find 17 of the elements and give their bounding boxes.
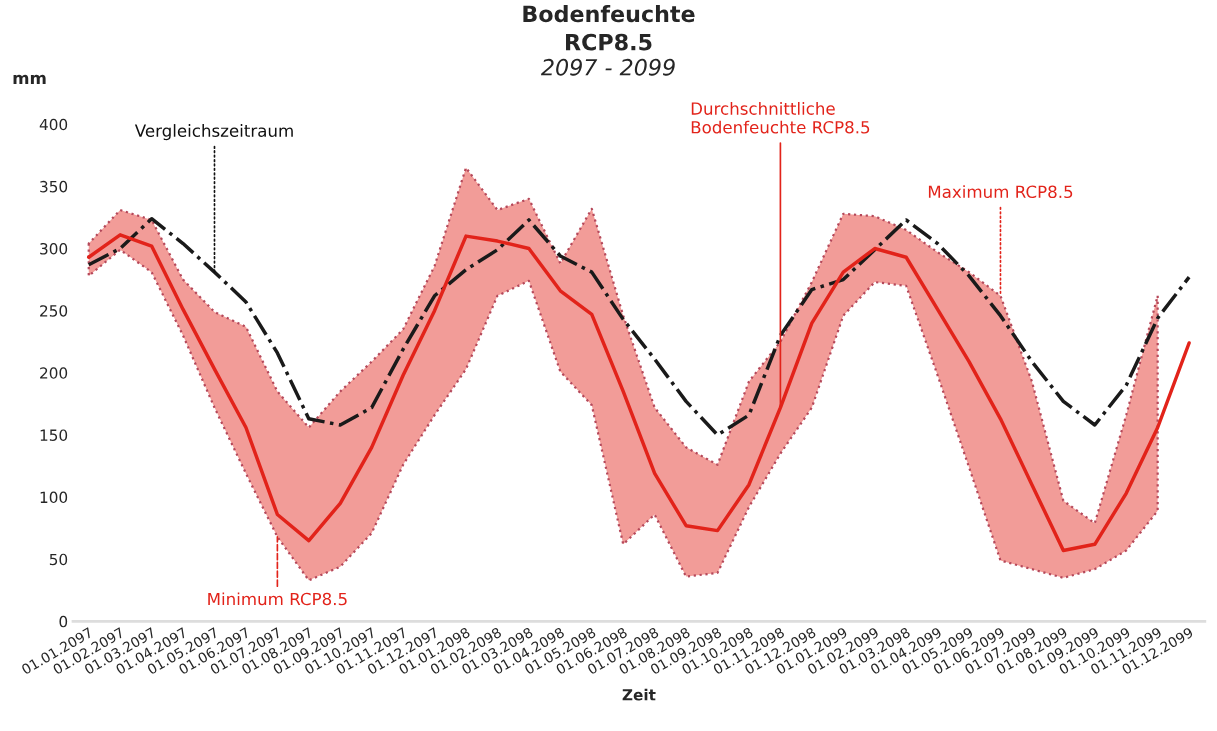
y-tick-label: 400 <box>39 118 68 131</box>
chart-subtitle: 2097 - 2099 <box>540 58 675 76</box>
y-tick-label: 300 <box>40 243 68 255</box>
annotation: Vergleichszeitraum <box>134 124 293 141</box>
chart-title: Bodenfeuchte RCP8.5 <box>523 5 695 51</box>
y-tick-label: 150 <box>40 429 68 441</box>
y-tick-label: 100 <box>40 491 68 504</box>
x-axis-title: Zeit <box>622 688 656 701</box>
annotation: Durchschnittliche Bodenfeuchte RCP8.5 <box>691 101 870 134</box>
y-tick-label: 350 <box>40 180 68 193</box>
y-tick-label: 200 <box>40 367 68 379</box>
annotation: Maximum RCP8.5 <box>928 185 1073 199</box>
annotation: Minimum RCP8.5 <box>208 592 347 606</box>
y-tick-label: 50 <box>49 553 68 566</box>
y-tick-label: 0 <box>59 615 68 628</box>
y-tick-label: 250 <box>40 305 68 317</box>
y-axis-title: mm <box>13 74 46 85</box>
